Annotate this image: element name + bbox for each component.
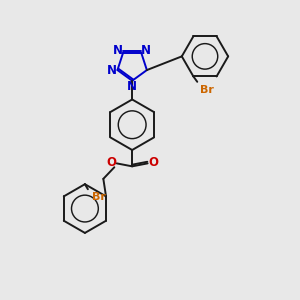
Text: O: O — [148, 156, 158, 169]
Text: Br: Br — [92, 192, 106, 202]
Text: N: N — [141, 44, 151, 57]
Text: N: N — [113, 44, 123, 57]
Text: Br: Br — [200, 85, 214, 95]
Text: O: O — [106, 156, 116, 169]
Text: N: N — [106, 64, 116, 77]
Text: N: N — [127, 80, 136, 93]
